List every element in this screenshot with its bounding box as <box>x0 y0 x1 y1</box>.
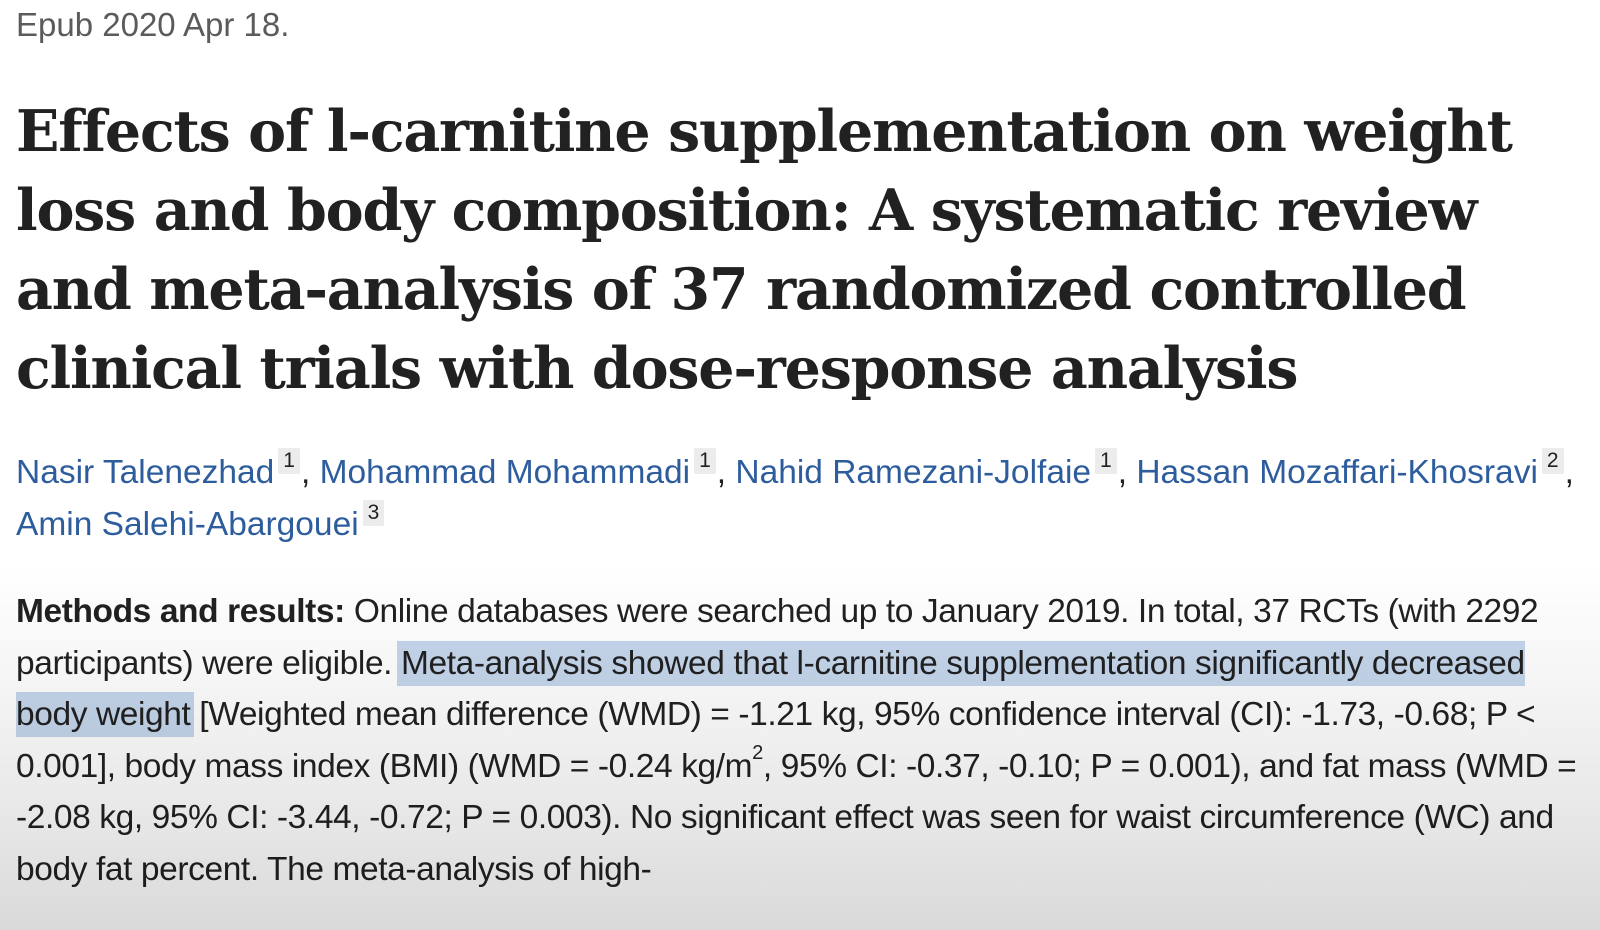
affiliation-badge[interactable]: 1 <box>1095 448 1117 474</box>
affiliation-badge[interactable]: 1 <box>694 448 716 474</box>
affiliation-badge[interactable]: 1 <box>278 448 300 474</box>
article-title: Effects of l-carnitine supplementation o… <box>16 98 1513 402</box>
author-link[interactable]: Nahid Ramezani-Jolfaie <box>735 454 1092 491</box>
abstract-text: Online databases were searched up to Jan… <box>16 593 1539 682</box>
abstract-text: , 95% CI: -0.37, -0.10; P = 0.001), and … <box>16 747 1577 888</box>
author-link[interactable]: Amin Salehi-Abargouei <box>16 506 359 543</box>
author-link[interactable]: Mohammad Mohammadi <box>319 454 691 491</box>
author-list: Nasir Talenezhad 1, Mohammad Mohammadi 1, … <box>16 448 1574 543</box>
author-link[interactable]: Hassan Mozaffari-Khosravi <box>1136 454 1538 491</box>
abstract-section-label: Methods and results: <box>16 593 345 630</box>
author-link[interactable]: Nasir Talenezhad <box>16 454 275 491</box>
abstract-paragraph: Methods and results: Online databases we… <box>16 586 1586 895</box>
affiliation-badge[interactable]: 2 <box>1541 448 1564 474</box>
affiliation-badge[interactable]: 3 <box>362 500 385 526</box>
superscript: 2 <box>752 741 763 764</box>
abstract-text: [Weighted mean difference (WMD) = -1.21 … <box>16 696 1536 785</box>
publication-date: Epub 2020 Apr 18. <box>16 6 290 43</box>
